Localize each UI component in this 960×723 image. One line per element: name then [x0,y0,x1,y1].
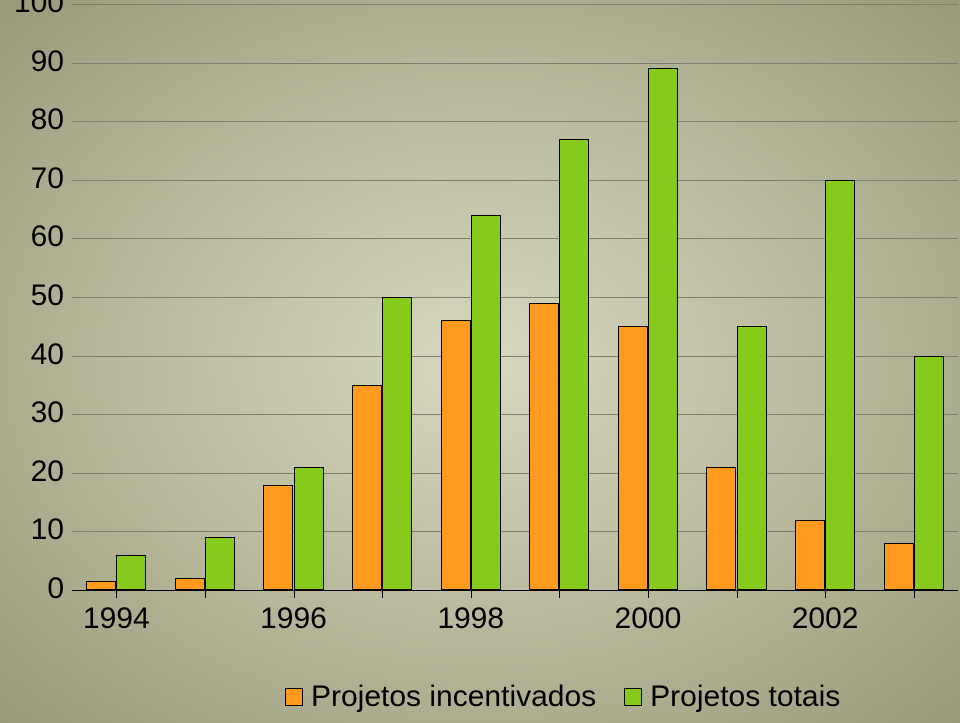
x-axis-label: 2002 [792,602,859,636]
bar-totais [825,180,855,590]
bar-incentivados [441,320,471,590]
legend-swatch-totais [624,688,642,706]
chart-container: Projetos incentivados Projetos totais 0 10… [0,0,960,723]
bar-incentivados [86,581,116,590]
x-tick [914,590,915,598]
bar-totais [382,297,412,590]
grid-line [72,121,958,122]
x-axis-label: 1996 [260,602,327,636]
bar-incentivados [706,467,736,590]
y-axis-label: 30 [4,396,64,430]
bar-totais [648,68,678,590]
x-tick [559,590,560,598]
bar-totais [559,139,589,590]
y-axis-label: 70 [4,162,64,196]
bar-incentivados [352,385,382,590]
bar-incentivados [884,543,914,590]
plot-area [72,4,958,590]
y-axis-label: 60 [4,220,64,254]
bar-totais [737,326,767,590]
x-tick [825,590,826,598]
bar-totais [471,215,501,590]
bar-incentivados [529,303,559,590]
bar-totais [914,356,944,590]
bar-incentivados [175,578,205,590]
y-axis-label: 20 [4,455,64,489]
y-axis-label: 100 [4,0,64,20]
y-axis-label: 40 [4,338,64,372]
x-axis-label: 2000 [615,602,682,636]
y-axis-label: 10 [4,513,64,547]
y-axis-label: 50 [4,279,64,313]
x-tick [205,590,206,598]
bar-incentivados [795,520,825,590]
x-tick [116,590,117,598]
legend-label: Projetos incentivados [311,680,596,714]
bar-totais [205,537,235,590]
bar-totais [116,555,146,590]
y-axis-label: 80 [4,103,64,137]
legend: Projetos incentivados Projetos totais [285,680,840,714]
grid-line [72,63,958,64]
bar-incentivados [263,485,293,590]
x-axis-label: 1994 [83,602,150,636]
x-tick [648,590,649,598]
x-tick [737,590,738,598]
grid-line [72,4,958,5]
x-tick [382,590,383,598]
x-tick [471,590,472,598]
x-axis-label: 1998 [437,602,504,636]
x-tick [294,590,295,598]
legend-item-totais: Projetos totais [624,680,840,714]
y-axis-label: 0 [4,572,64,606]
y-axis-label: 90 [4,45,64,79]
bar-incentivados [618,326,648,590]
bar-totais [294,467,324,590]
legend-item-incentivados: Projetos incentivados [285,680,596,714]
legend-swatch-incentivados [285,688,303,706]
legend-label: Projetos totais [650,680,840,714]
